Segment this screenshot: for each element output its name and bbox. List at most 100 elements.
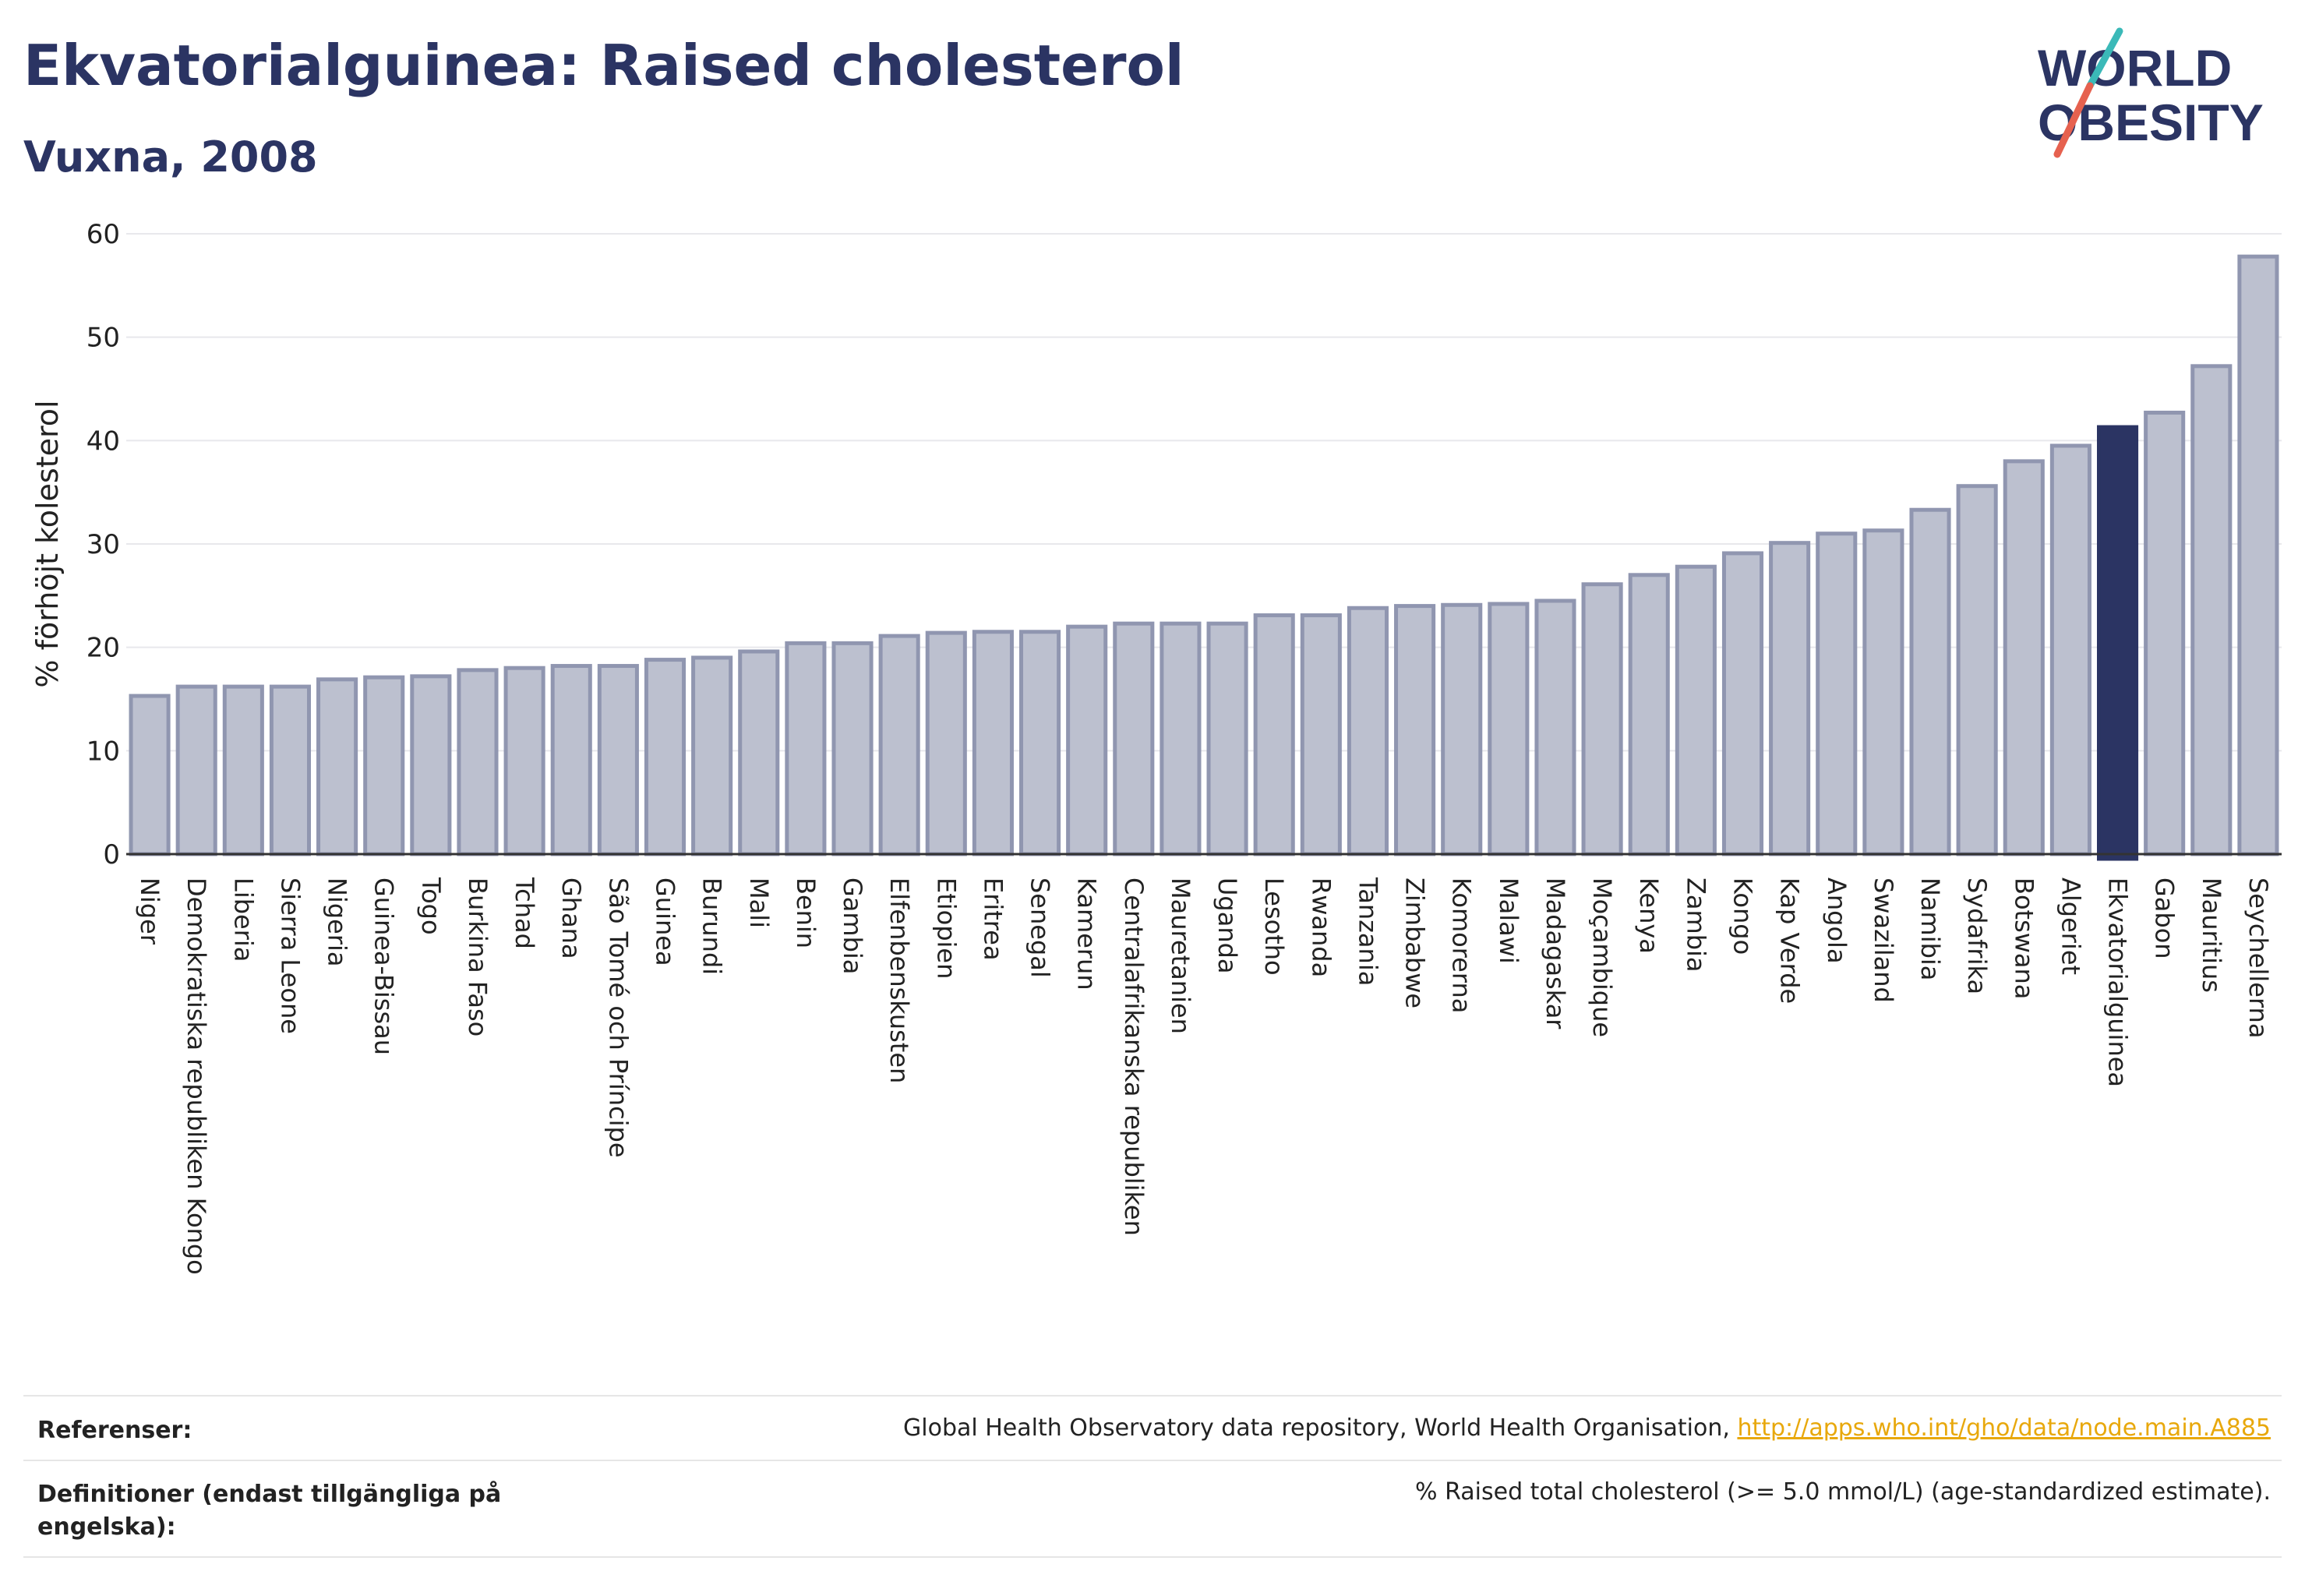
x-tick-label: Burkina Faso [463, 877, 492, 1036]
x-tick-label: Senegal [1025, 877, 1055, 978]
x-tick-label: Namibia [1915, 877, 1945, 980]
bar [2003, 459, 2045, 856]
x-tick-label: Nigeria [323, 877, 352, 966]
definitions-text: % Raised total cholesterol (>= 5.0 mmol/… [1415, 1478, 2271, 1506]
y-tick-label: 0 [103, 839, 120, 870]
x-tick-label: Algeriet [2056, 877, 2085, 975]
x-tick-label: Kamerun [1072, 877, 1102, 990]
x-tick-label: Eritrea [978, 877, 1008, 961]
references-value: Global Health Observatory data repositor… [903, 1414, 2271, 1442]
bar [1628, 573, 1670, 856]
bar [129, 694, 171, 856]
x-tick-label: São Tomé och Príncipe [603, 877, 633, 1158]
x-tick-label: Botswana [2009, 877, 2038, 999]
logo-slash-bottom [2053, 82, 2094, 158]
bar [1721, 551, 1764, 856]
x-tick-label: Gambia [838, 877, 867, 974]
bar [316, 677, 358, 856]
bar-chart: 0 10 20 30 40 50 60 Niger Demokratiska republik… [30, 219, 2282, 1275]
bar [738, 649, 780, 856]
bar [925, 630, 967, 856]
x-tick-label: Guinea [651, 877, 680, 966]
bar-highlighted [2096, 425, 2139, 861]
x-tick-label: Gabon [2150, 877, 2180, 959]
y-tick-label: 10 [86, 736, 120, 767]
y-tick-label: 20 [86, 633, 120, 664]
bar [785, 641, 827, 856]
y-tick-label: 40 [86, 425, 120, 457]
definitions-label: Definitioner (endast tillgängliga på eng… [37, 1481, 502, 1541]
bar [1253, 613, 1295, 856]
x-tick-label: Guinea-Bissau [369, 877, 399, 1055]
bar [1956, 484, 1998, 856]
bar [1862, 528, 1904, 856]
bar [1018, 630, 1061, 856]
bar [1206, 621, 1248, 856]
x-tick-label: Sierra Leone [275, 877, 305, 1034]
bar [2190, 364, 2233, 856]
world-obesity-logo: WORLD OBESITY [2034, 23, 2291, 167]
bar [1394, 604, 1436, 856]
x-tick-label: Sydafrika [1962, 877, 1992, 994]
bar [644, 658, 687, 856]
x-ticks: Niger Demokratiska republiken Kongo Liberi… [135, 877, 2273, 1275]
bar [1534, 598, 1576, 856]
chart-subtitle: Vuxna, 2008 [23, 132, 318, 182]
logo-slash-top [2086, 27, 2123, 90]
footer-divider-top [23, 1395, 2282, 1396]
x-tick-label: Lesotho [1259, 877, 1289, 976]
footer-divider-bottom [23, 1556, 2282, 1558]
bar [222, 684, 264, 856]
chart-title: Ekvatorialguinea: Raised cholesterol [23, 33, 1184, 98]
bar [2237, 254, 2279, 856]
bar [972, 630, 1014, 856]
y-tick-label: 30 [86, 529, 120, 560]
x-tick-label: Komorerna [1447, 877, 1477, 1013]
references-link[interactable]: http://apps.who.int/gho/data/node.main.A… [1737, 1414, 2271, 1442]
y-ticks: 0 10 20 30 40 50 60 [86, 219, 120, 870]
x-tick-label: Tchad [510, 877, 539, 949]
y-tick-label: 50 [86, 323, 120, 354]
bar [597, 664, 639, 856]
x-tick-label: Niger [135, 877, 164, 945]
x-tick-label: Angola [1822, 877, 1851, 964]
x-tick-label: Ekvatorialguinea [2103, 877, 2133, 1087]
y-tick-label: 60 [86, 219, 120, 250]
x-tick-label: Elfenbenskusten [884, 877, 914, 1083]
x-tick-label: Tanzania [1353, 877, 1382, 986]
bars [129, 254, 2279, 861]
x-tick-label: Togo [416, 877, 446, 935]
bar [831, 641, 874, 856]
x-tick-label: Demokratiska republiken Kongo [182, 877, 211, 1275]
x-tick-label: Seychellerna [2243, 877, 2273, 1038]
bar [1769, 541, 1811, 856]
bar [550, 664, 592, 856]
bar [1909, 507, 1951, 856]
x-tick-label: Mauretanien [1166, 877, 1195, 1034]
bar [503, 666, 545, 856]
y-axis-title: % förhöjt kolesterol [30, 400, 65, 687]
references-label: Referenser: [37, 1417, 192, 1444]
bar [1488, 602, 1530, 856]
x-tick-label: Burundi [697, 877, 727, 975]
x-tick-label: Benin [791, 877, 821, 948]
x-tick-label: Ghana [556, 877, 586, 959]
x-tick-label: Kap Verde [1775, 877, 1805, 1004]
x-tick-label: Liberia [228, 877, 258, 962]
x-tick-label: Mauritius [2197, 877, 2226, 993]
x-tick-label: Etiopien [931, 877, 961, 979]
x-tick-label: Uganda [1213, 877, 1242, 974]
bar [1816, 531, 1858, 856]
bar [175, 684, 217, 856]
x-tick-label: Zimbabwe [1400, 877, 1430, 1008]
x-tick-label: Madagaskar [1541, 877, 1570, 1029]
bar [1160, 621, 1202, 856]
x-tick-label: Malawi [1494, 877, 1523, 964]
bar [1675, 564, 1717, 856]
bar [1347, 606, 1389, 856]
logo-line1: WORLD [2038, 39, 2232, 97]
x-tick-label: Zambia [1681, 877, 1710, 973]
references-text: Global Health Observatory data repositor… [903, 1414, 1738, 1442]
bar [457, 668, 499, 856]
x-tick-label: Kongo [1728, 877, 1758, 955]
